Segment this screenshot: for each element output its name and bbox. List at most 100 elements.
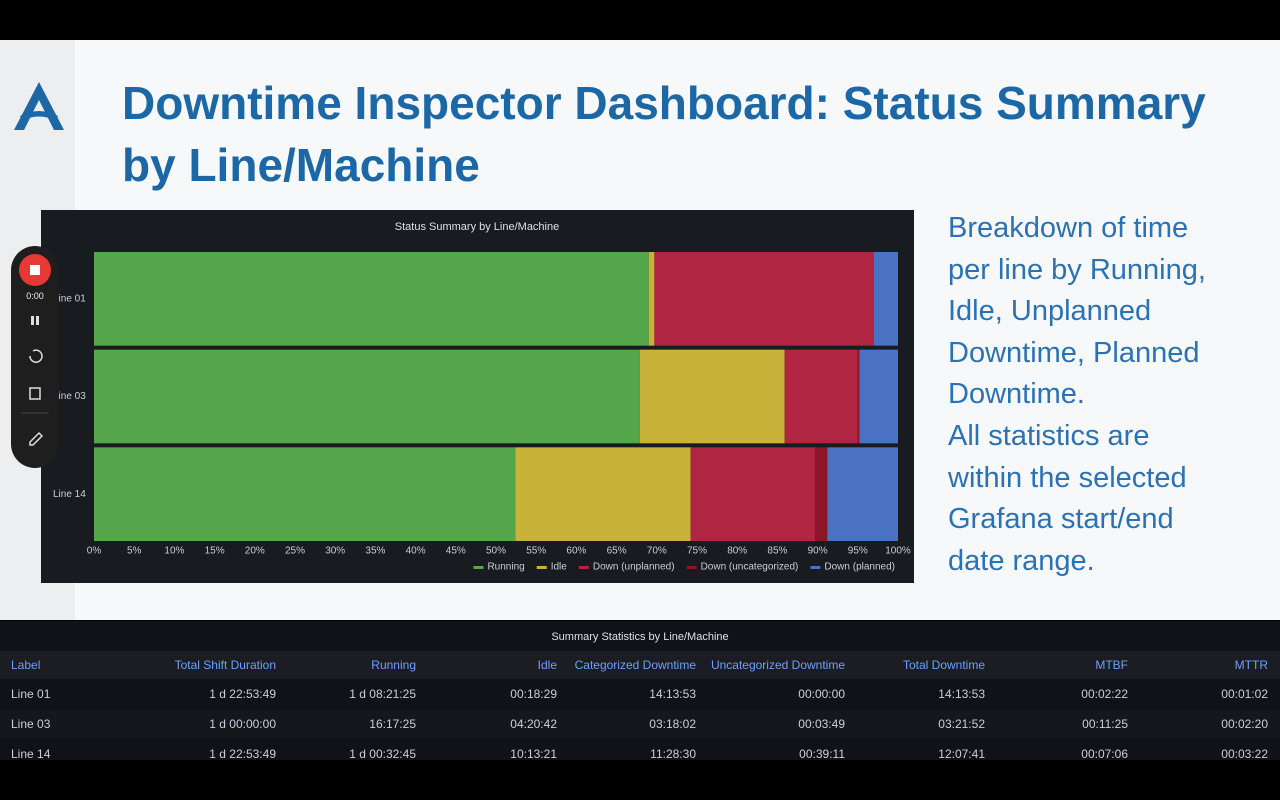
- x-tick-label: 5%: [127, 546, 142, 557]
- x-tick-label: 40%: [406, 546, 426, 557]
- table-cell: 00:07:06: [1081, 747, 1128, 760]
- x-tick-label: 90%: [808, 546, 828, 557]
- table-row: [0, 710, 1280, 738]
- x-tick-label: 75%: [687, 546, 707, 557]
- chart-title: Status Summary by Line/Machine: [395, 221, 559, 233]
- table-cell: 00:03:49: [798, 717, 845, 731]
- table-cell: Line 14: [11, 747, 51, 760]
- x-tick-label: 35%: [365, 546, 385, 557]
- table-cell: 1 d 00:00:00: [209, 717, 276, 731]
- table-cell: 1 d 22:53:49: [209, 687, 276, 701]
- draw-button[interactable]: [29, 431, 44, 446]
- column-header: MTBF: [1095, 658, 1128, 672]
- x-tick-label: 65%: [607, 546, 627, 557]
- side-text-line: Breakdown of time: [948, 212, 1189, 244]
- table-cell: 04:20:42: [510, 717, 557, 731]
- x-tick-label: 30%: [325, 546, 345, 557]
- legend-swatch: [810, 566, 821, 569]
- table-cell: 00:02:20: [1221, 717, 1268, 731]
- side-text-line: date range.: [948, 544, 1095, 577]
- table-cell: 1 d 08:21:25: [349, 687, 416, 701]
- table-header-bg: [0, 651, 1280, 679]
- column-header: Total Shift Duration: [174, 658, 276, 672]
- x-tick-label: 25%: [285, 546, 305, 557]
- chart-panel: Status Summary by Line/Machine 0% 5% 10% 15…: [41, 210, 914, 583]
- side-text-line: within the selected: [948, 461, 1187, 494]
- bar-segment: [639, 349, 785, 444]
- x-tick-label: 15%: [205, 546, 225, 557]
- x-tick-label: 80%: [727, 546, 747, 557]
- table-cell: 00:02:22: [1081, 687, 1128, 701]
- bar-segment: [815, 447, 828, 541]
- table-row: [0, 740, 1280, 760]
- x-tick-label: 85%: [767, 546, 787, 557]
- column-header: Idle: [537, 658, 557, 672]
- y-tick-label: Line 03: [53, 391, 86, 402]
- recorder-time: 0:00: [26, 291, 44, 301]
- side-text-line: per line by Running,: [948, 253, 1206, 286]
- table-cell: 03:21:52: [938, 717, 985, 731]
- column-header: MTTR: [1234, 658, 1268, 672]
- table-title: Summary Statistics by Line/Machine: [551, 631, 729, 643]
- column-header: Label: [11, 658, 41, 672]
- bar-segment: [784, 349, 858, 444]
- x-tick-label: 45%: [446, 546, 466, 557]
- column-header: Running: [371, 658, 416, 672]
- bar-segment: [648, 252, 655, 346]
- bar-segment: [94, 447, 516, 541]
- legend-swatch: [536, 566, 547, 569]
- table-cell: Line 03: [11, 717, 51, 731]
- table-cell: 03:18:02: [649, 717, 696, 731]
- table-cell: 14:13:53: [938, 687, 985, 701]
- recorder-toolbar: 0:00: [11, 246, 59, 468]
- slide-title: Downtime Inspector Dashboard: Status Sum…: [122, 77, 1206, 191]
- legend-swatch: [578, 566, 589, 569]
- bar-segment: [94, 252, 649, 346]
- side-text-line: Downtime.: [948, 378, 1085, 411]
- table-cell: 00:39:11: [799, 747, 845, 760]
- bar-segment: [873, 252, 898, 346]
- restart-button[interactable]: [29, 349, 43, 363]
- legend-label: Down (unplanned): [593, 562, 675, 573]
- bar-segment: [515, 447, 691, 541]
- pause-button[interactable]: [31, 316, 34, 325]
- column-header: Uncategorized Downtime: [710, 658, 845, 672]
- table-panel: Summary Statistics by Line/Machine Label…: [0, 621, 1280, 760]
- legend-label: Down (planned): [824, 562, 895, 573]
- table-cell: 10:13:21: [510, 747, 557, 760]
- column-header: Total Downtime: [902, 658, 985, 672]
- x-tick-label: 60%: [566, 546, 586, 557]
- table-cell: 12:07:41: [938, 747, 985, 760]
- column-header: Categorized Downtime: [574, 658, 696, 672]
- recorder-icons: [19, 254, 51, 446]
- bar-segment: [654, 252, 874, 346]
- delete-button[interactable]: [29, 387, 41, 400]
- side-text-line: All statistics are: [948, 419, 1150, 452]
- table-cell: 16:17:25: [369, 717, 416, 731]
- bar-segment: [690, 447, 816, 541]
- table-cell: 00:00:00: [798, 687, 845, 701]
- table-cell: Line 01: [11, 687, 51, 701]
- x-tick-label: 10%: [164, 546, 184, 557]
- x-tick-label: 100%: [885, 546, 911, 557]
- side-text-line: Idle, Unplanned: [948, 295, 1152, 328]
- table-cell: 14:13:53: [649, 687, 696, 701]
- table-cell: 00:11:25: [1082, 717, 1128, 731]
- y-tick-label: Line 14: [53, 489, 86, 500]
- bar-segment: [857, 349, 860, 444]
- table-cell: 00:03:22: [1221, 747, 1268, 760]
- table-cell: 11:28:30: [650, 747, 696, 760]
- legend-swatch: [686, 566, 697, 569]
- y-tick-label: Line 01: [53, 293, 86, 304]
- x-tick-label: 95%: [848, 546, 868, 557]
- side-text: Breakdown of time per line by Running, Idl…: [948, 208, 1206, 582]
- table-cell: 00:18:29: [510, 687, 557, 701]
- x-tick-label: 0%: [87, 546, 102, 557]
- x-tick-label: 55%: [526, 546, 546, 557]
- bar-segment: [94, 349, 640, 444]
- x-tick-label: 70%: [647, 546, 667, 557]
- table-cell: 00:01:02: [1221, 687, 1268, 701]
- table-cell: 1 d 22:53:49: [209, 747, 276, 760]
- legend-label: Running: [487, 562, 524, 573]
